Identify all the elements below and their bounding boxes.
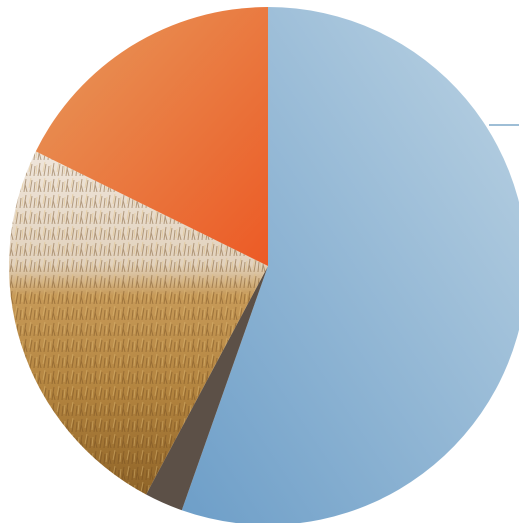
pie-slice-3-texture <box>9 151 268 495</box>
pie-slice-1 <box>181 7 519 523</box>
pie-slices <box>9 7 519 523</box>
pie-slice-4 <box>35 7 268 266</box>
pie-slice-2 <box>146 266 268 511</box>
